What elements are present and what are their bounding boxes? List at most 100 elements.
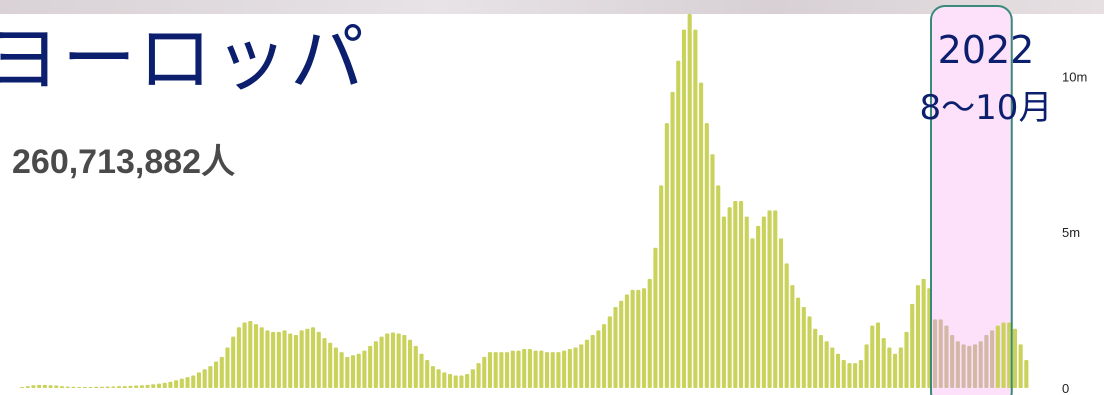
bar	[841, 359, 846, 388]
bar-series	[20, 14, 1029, 389]
bar	[636, 289, 641, 388]
bar	[573, 347, 578, 388]
bar	[602, 324, 607, 388]
bar	[350, 355, 356, 388]
bar	[59, 386, 65, 388]
bar	[174, 380, 179, 388]
bar	[544, 352, 550, 388]
bar	[738, 201, 744, 388]
bar	[145, 384, 150, 388]
bar	[699, 82, 704, 388]
bar	[676, 60, 681, 388]
bar	[288, 333, 293, 388]
bar	[950, 335, 955, 388]
bar	[413, 345, 418, 388]
bar	[191, 375, 196, 388]
bar	[128, 385, 133, 388]
bar	[773, 210, 778, 388]
bar	[801, 306, 806, 388]
bar	[1007, 322, 1012, 388]
bar	[539, 350, 544, 388]
bar	[853, 363, 858, 388]
bar	[613, 306, 618, 388]
bar	[134, 385, 139, 388]
bar	[402, 335, 407, 388]
bar	[117, 386, 122, 388]
bar	[824, 341, 829, 388]
bar	[778, 238, 784, 388]
bar	[499, 352, 504, 388]
bar	[253, 324, 259, 388]
bar	[533, 350, 538, 388]
bar	[385, 333, 390, 388]
bar	[733, 201, 738, 388]
bar	[835, 353, 841, 388]
bar	[82, 387, 87, 388]
y-tick-label: 5m	[1062, 225, 1080, 240]
bar	[790, 285, 795, 388]
bar	[756, 225, 761, 388]
bar	[196, 372, 201, 388]
bar	[442, 372, 447, 388]
bar	[151, 384, 156, 388]
bar	[470, 369, 475, 388]
bar	[356, 353, 361, 388]
bar	[653, 247, 658, 388]
bar	[311, 327, 316, 388]
bar	[25, 386, 30, 388]
bar	[647, 278, 652, 388]
bar	[556, 352, 561, 388]
bar	[961, 344, 966, 388]
bar	[333, 347, 338, 388]
bar	[339, 352, 344, 388]
bar	[259, 327, 264, 388]
bar	[813, 328, 818, 388]
bar	[624, 294, 629, 388]
bar	[487, 352, 493, 388]
bar	[796, 297, 801, 388]
bar	[156, 383, 162, 388]
bar	[248, 320, 253, 388]
bar	[550, 352, 555, 388]
bar	[887, 347, 892, 388]
bar	[447, 373, 453, 388]
bar	[139, 385, 144, 388]
total-cases: 260,713,882人	[12, 143, 236, 181]
bar	[31, 385, 36, 388]
bar	[214, 361, 219, 388]
bar	[88, 387, 93, 388]
bar	[168, 381, 173, 388]
bar	[727, 207, 732, 388]
y-tick-label: 10m	[1062, 69, 1087, 84]
bar	[687, 14, 692, 388]
bar	[1001, 322, 1006, 388]
bar	[590, 335, 595, 388]
bar	[670, 91, 675, 389]
bar	[276, 331, 281, 388]
bar	[881, 338, 886, 388]
bar	[322, 338, 327, 388]
bar	[990, 330, 995, 388]
bar	[482, 356, 487, 388]
bar	[527, 349, 532, 388]
region-title: ヨーロッパ	[0, 16, 366, 102]
bar	[619, 300, 624, 388]
bar	[242, 322, 247, 388]
bar	[293, 335, 299, 388]
bar	[944, 325, 949, 388]
highlight-band	[930, 6, 1012, 395]
bar	[584, 339, 590, 388]
bar	[179, 378, 184, 388]
bar	[396, 333, 401, 388]
bar	[20, 387, 25, 388]
bar	[185, 377, 190, 388]
bar	[904, 331, 909, 388]
highlight-months-label: 8〜10月	[919, 88, 1053, 128]
bar	[818, 335, 823, 388]
bar	[37, 384, 42, 388]
bar	[208, 366, 213, 388]
highlight-outline	[929, 5, 1013, 395]
bar	[875, 322, 881, 388]
bar	[1012, 328, 1017, 388]
bar	[995, 325, 1000, 388]
